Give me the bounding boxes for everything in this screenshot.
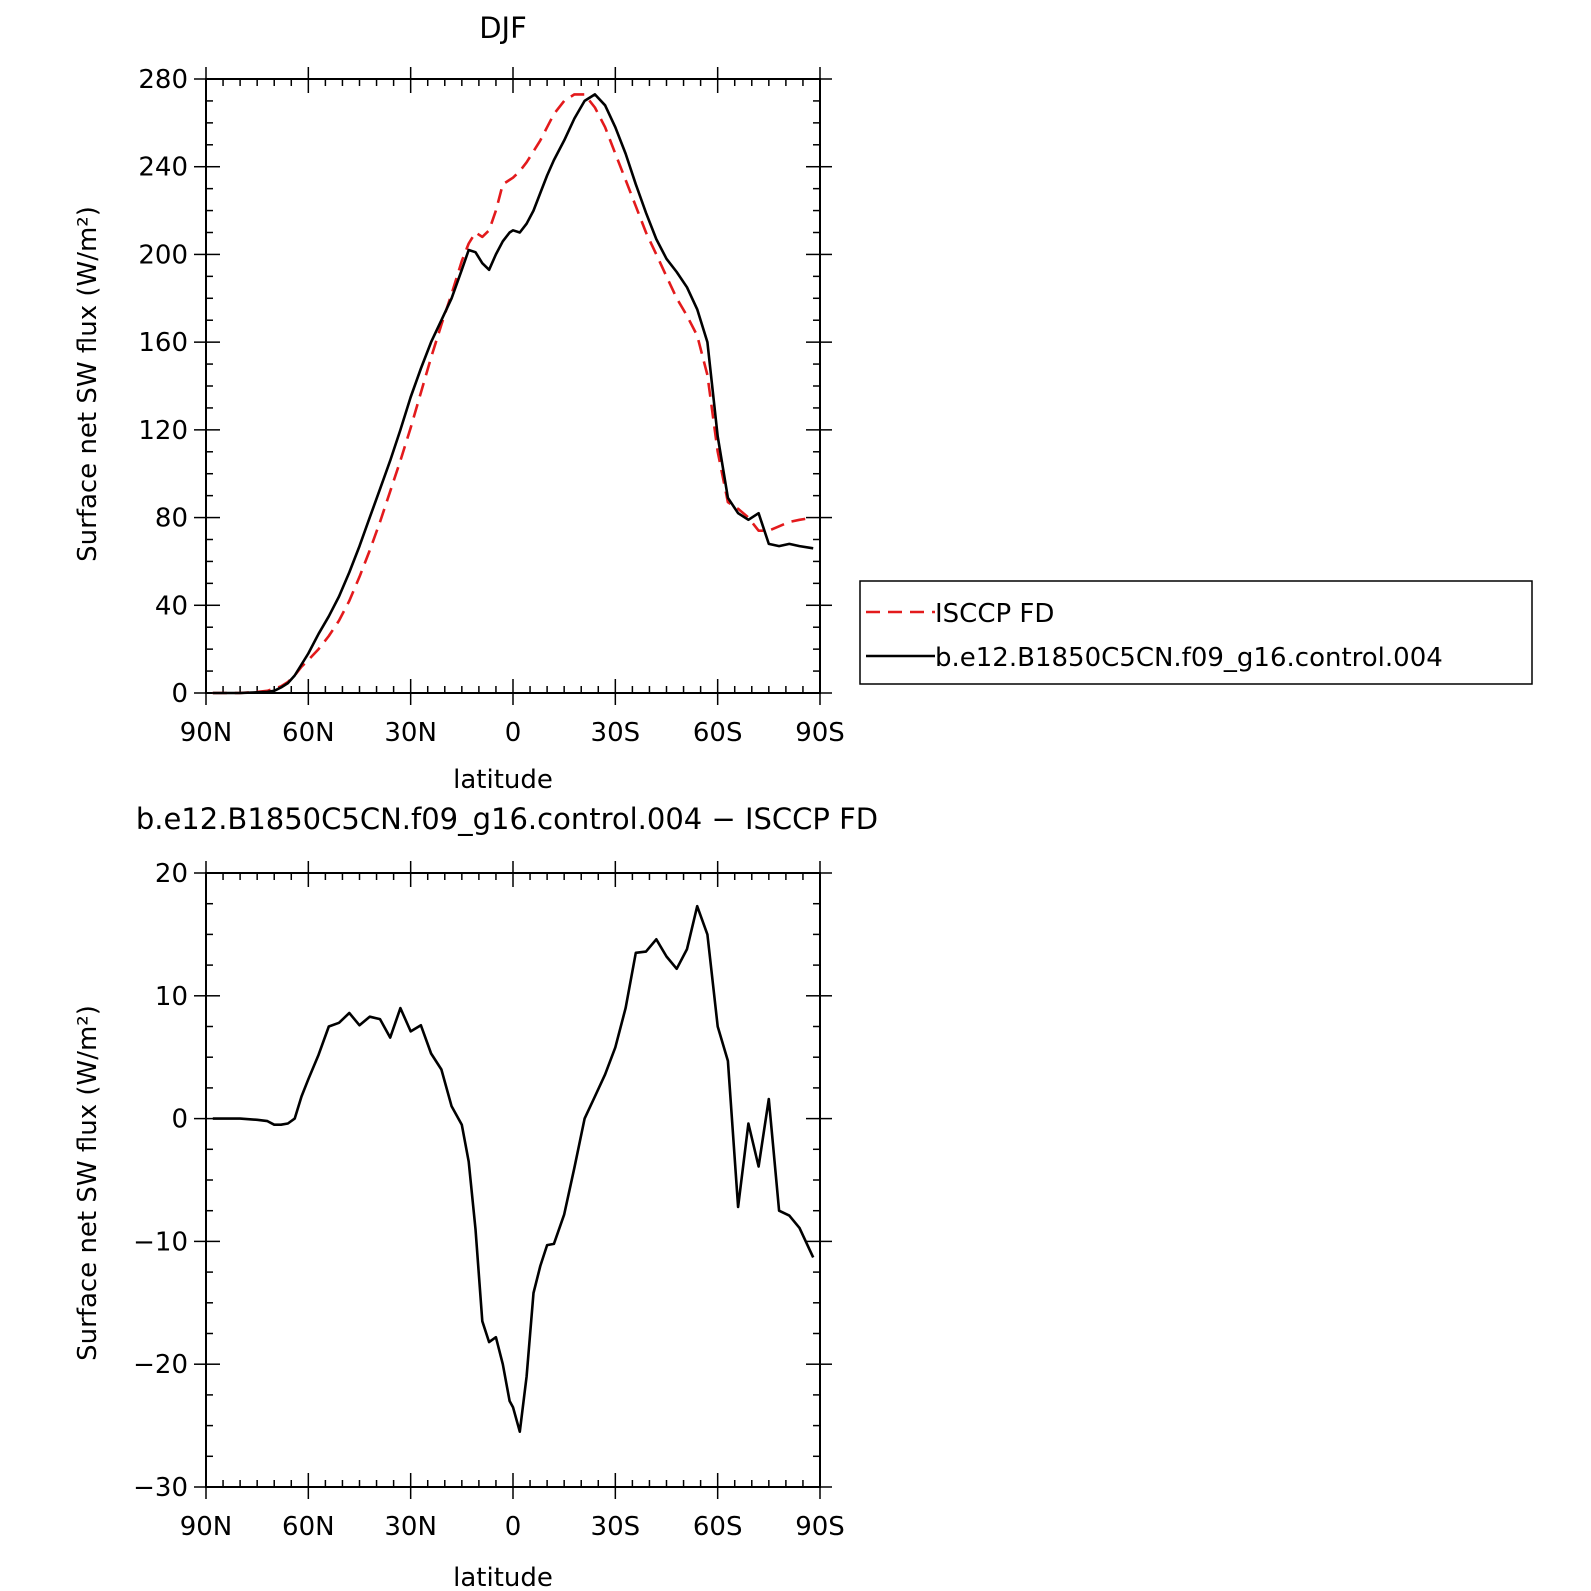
top-y-tick-label: 40	[155, 591, 188, 621]
bottom-y-tick-label: −10	[133, 1227, 188, 1257]
top-panel: DJF 90N 60N 30N 0 30S 60S 90S 0 40 80 120 160 200 240…	[73, 11, 845, 795]
top-x-axis-title: latitude	[453, 765, 553, 795]
top-plot-frame	[205, 78, 821, 694]
bottom-y-axis-title: Surface net SW flux (W/m²)	[73, 1005, 103, 1361]
top-x-tick-label: 60S	[693, 718, 743, 748]
bottom-x-tick-label: 60S	[693, 1512, 743, 1542]
top-y-tick-label: 160	[138, 328, 188, 358]
top-x-tick-label: 30N	[384, 718, 437, 748]
top-y-axis-title: Surface net SW flux (W/m²)	[73, 206, 103, 562]
bottom-y-tick-label: 10	[155, 982, 188, 1012]
top-y-tick-label: 0	[171, 679, 188, 709]
top-y-tick-label: 200	[138, 240, 188, 270]
top-x-tick-label: 0	[505, 718, 522, 748]
legend-box	[859, 580, 1533, 685]
top-y-tick-label: 280	[138, 65, 188, 95]
top-y-tick-label: 80	[155, 504, 188, 534]
bottom-chart-title: b.e12.B1850C5CN.f09_g16.control.004 − IS…	[136, 802, 878, 836]
bottom-y-tick-label: −30	[133, 1473, 188, 1503]
bottom-y-tick-label: 20	[155, 859, 188, 889]
top-x-tick-label: 30S	[591, 718, 641, 748]
top-x-tick-label: 90S	[795, 718, 845, 748]
top-plot-area: 90N 60N 30N 0 30S 60S 90S 0 40 80 120 160 200 240 280	[138, 65, 844, 748]
bottom-plot-area: 90N 60N 30N 0 30S 60S 90S −30 −20 −10 0 10 20	[133, 859, 845, 1542]
bottom-x-tick-label: 30N	[384, 1512, 437, 1542]
top-series-line-1	[212, 93, 814, 695]
bottom-y-tick-label: 0	[171, 1105, 188, 1135]
bottom-panel: b.e12.B1850C5CN.f09_g16.control.004 − IS…	[73, 802, 878, 1591]
top-y-tick-label: 120	[138, 416, 188, 446]
bottom-x-axis-title: latitude	[453, 1563, 553, 1591]
legend: ISCCP FD b.e12.B1850C5CN.f09_g16.control…	[859, 580, 1533, 685]
bottom-plot-frame	[205, 872, 821, 1488]
bottom-x-tick-label: 60N	[282, 1512, 335, 1542]
top-x-tick-label: 60N	[282, 718, 335, 748]
bottom-x-tick-label: 0	[505, 1512, 522, 1542]
top-y-tick-label: 240	[138, 153, 188, 183]
legend-label-isccp: ISCCP FD	[935, 599, 1054, 629]
top-chart-title: DJF	[479, 11, 527, 45]
bottom-y-tick-label: −20	[133, 1350, 188, 1380]
bottom-x-tick-label: 90N	[180, 1512, 233, 1542]
top-series-line-0	[212, 93, 814, 695]
bottom-x-tick-label: 90S	[795, 1512, 845, 1542]
bottom-series-line-0	[212, 904, 815, 1433]
bottom-x-tick-label: 30S	[591, 1512, 641, 1542]
top-x-tick-label: 90N	[180, 718, 233, 748]
legend-label-model: b.e12.B1850C5CN.f09_g16.control.004	[935, 643, 1443, 673]
